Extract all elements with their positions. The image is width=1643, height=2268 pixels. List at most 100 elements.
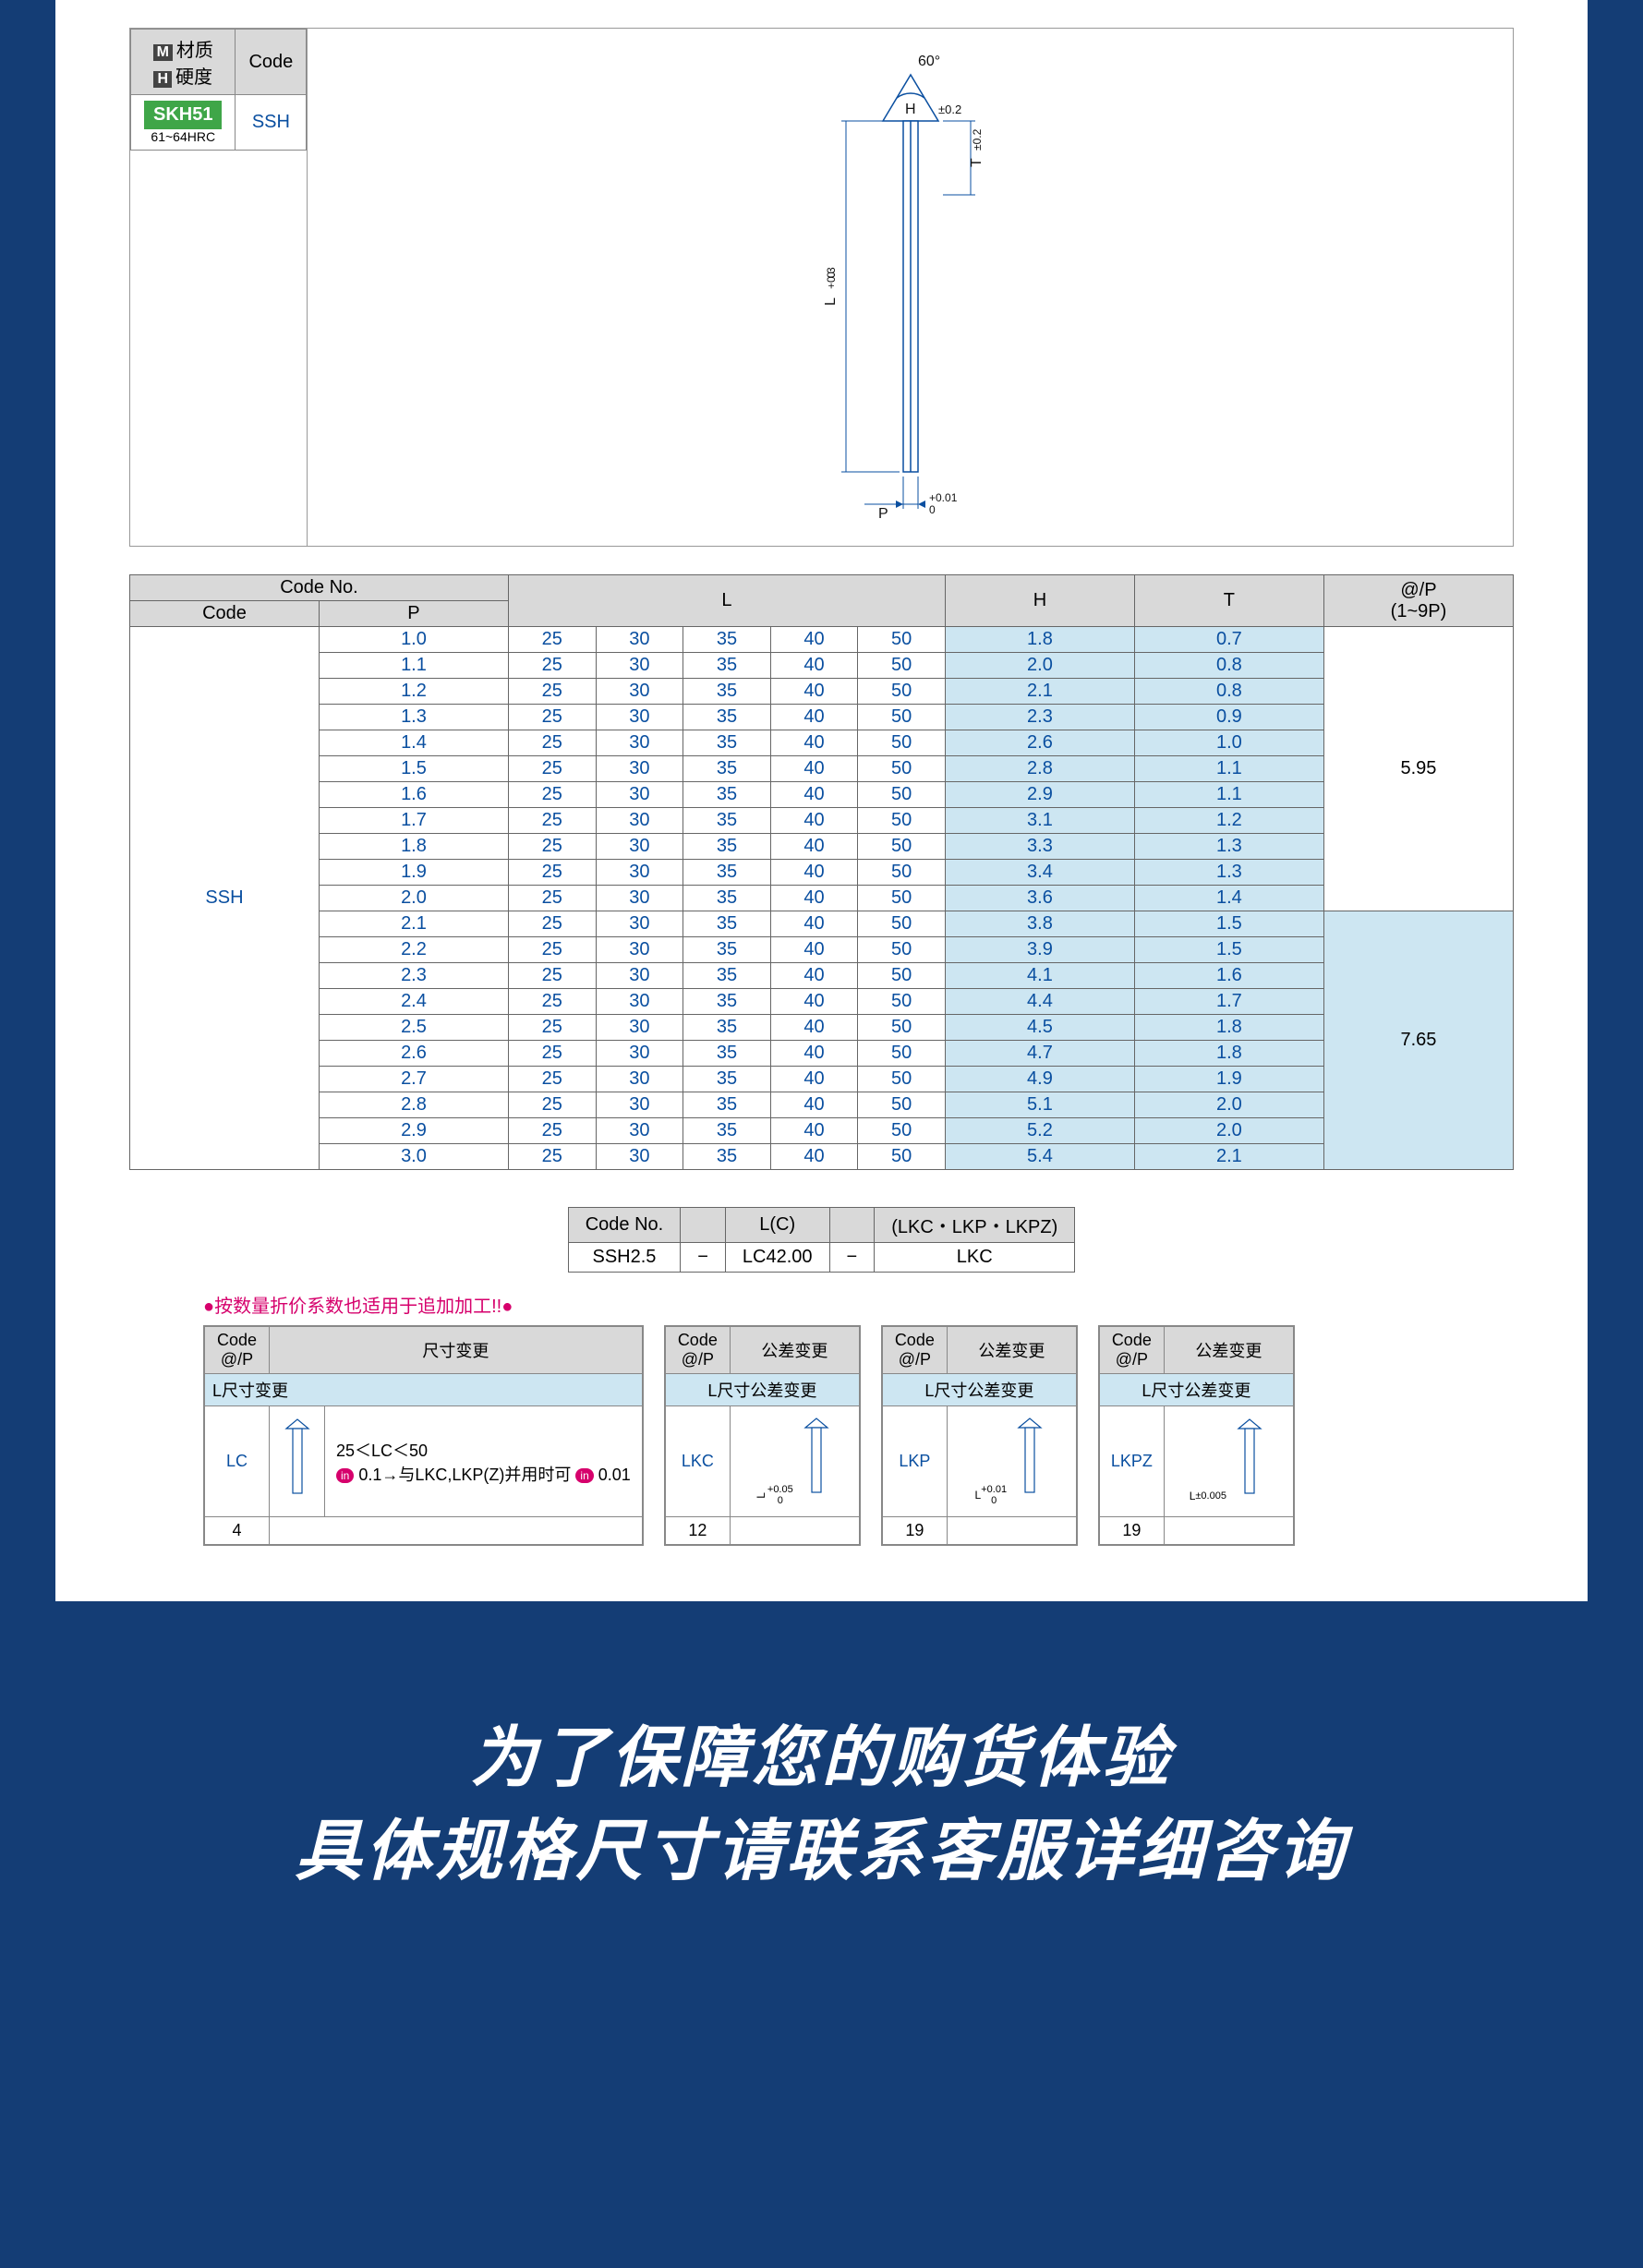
p-cell: 1.5: [319, 756, 508, 782]
l-cell: 50: [858, 989, 946, 1015]
l-cell: 30: [596, 911, 683, 937]
l-cell: 50: [858, 1144, 946, 1170]
l-cell: 40: [770, 911, 858, 937]
h-cell: 5.4: [945, 1144, 1134, 1170]
h-cell: 3.3: [945, 834, 1134, 860]
lc-sub: L尺寸变更: [205, 1374, 643, 1406]
l-tol-l: 0: [825, 271, 838, 278]
l-cell: 35: [683, 886, 771, 911]
l-cell: 35: [683, 937, 771, 963]
h-cell: 3.4: [945, 860, 1134, 886]
t-cell: 1.5: [1134, 911, 1323, 937]
h-cell: 3.8: [945, 911, 1134, 937]
l-cell: 50: [858, 911, 946, 937]
l-cell: 30: [596, 886, 683, 911]
p-cell: 2.5: [319, 1015, 508, 1041]
oe-h-lc: L(C): [725, 1208, 829, 1243]
t-cell: 2.0: [1134, 1092, 1323, 1118]
p-cell: 2.0: [319, 886, 508, 911]
l-cell: 30: [596, 730, 683, 756]
lc-h2: 尺寸变更: [270, 1327, 643, 1374]
l-cell: 50: [858, 679, 946, 705]
l-cell: 50: [858, 705, 946, 730]
l-cell: 30: [596, 1144, 683, 1170]
p-cell: 1.8: [319, 834, 508, 860]
lkpz-h1: Code @/P: [1099, 1327, 1164, 1374]
h-cell: 3.1: [945, 808, 1134, 834]
l-cell: 50: [858, 860, 946, 886]
l-cell: 35: [683, 653, 771, 679]
l-cell: 30: [596, 1015, 683, 1041]
l-cell: 35: [683, 756, 771, 782]
page: M材质 H硬度 Code SKH51 61~64HRC SSH: [55, 0, 1588, 1601]
spec-code: SSH: [130, 627, 320, 1170]
oe-dash2: −: [829, 1243, 875, 1273]
opt-lc: Code @/P 尺寸变更 L尺寸变更 LC 25＜LC＜50 in 0.1→与: [203, 1325, 644, 1546]
l-cell: 25: [508, 834, 596, 860]
l-cell: 25: [508, 860, 596, 886]
l-cell: 35: [683, 989, 771, 1015]
th-h: H: [945, 575, 1134, 627]
mat-header-cell: M材质 H硬度: [131, 30, 236, 95]
t-cell: 0.7: [1134, 627, 1323, 653]
t-cell: 1.4: [1134, 886, 1323, 911]
t-cell: 1.9: [1134, 1067, 1323, 1092]
t-cell: 2.0: [1134, 1118, 1323, 1144]
l-cell: 30: [596, 679, 683, 705]
l-cell: 40: [770, 1118, 858, 1144]
l-cell: 50: [858, 1067, 946, 1092]
l-cell: 40: [770, 1015, 858, 1041]
order-example: Code No. L(C) (LKC・LKP・LKPZ) SSH2.5 − LC…: [568, 1207, 1076, 1273]
p-cell: 1.0: [319, 627, 508, 653]
l-cell: 40: [770, 808, 858, 834]
l-cell: 40: [770, 937, 858, 963]
lkc-code: LKC: [673, 1452, 722, 1471]
oe-dash1: −: [681, 1243, 726, 1273]
lkpz-price: 19: [1099, 1517, 1164, 1545]
l-cell: 30: [596, 627, 683, 653]
lkc-price: 12: [665, 1517, 730, 1545]
p-cell: 1.3: [319, 705, 508, 730]
grade-cell: SKH51 61~64HRC: [131, 95, 236, 151]
l-cell: 30: [596, 782, 683, 808]
th-t: T: [1134, 575, 1323, 627]
l-cell: 40: [770, 1067, 858, 1092]
screw-icon: [279, 1418, 316, 1501]
l-cell: 40: [770, 1092, 858, 1118]
code-header: Code: [236, 30, 307, 95]
t-cell: 1.1: [1134, 756, 1323, 782]
l-cell: 30: [596, 1118, 683, 1144]
l-cell: 35: [683, 730, 771, 756]
h-label: H: [905, 102, 916, 117]
angle-label: 60°: [918, 54, 940, 69]
lkc-h1: Code @/P: [665, 1327, 730, 1374]
h-cell: 3.9: [945, 937, 1134, 963]
l-cell: 40: [770, 730, 858, 756]
skh-badge: SKH51: [144, 101, 222, 129]
l-cell: 35: [683, 1041, 771, 1067]
lc-code: LC: [212, 1452, 261, 1471]
p-cell: 2.8: [319, 1092, 508, 1118]
t-cell: 1.2: [1134, 808, 1323, 834]
l-cell: 35: [683, 1144, 771, 1170]
l-cell: 40: [770, 963, 858, 989]
l-cell: 25: [508, 1092, 596, 1118]
lkpz-sub: L尺寸公差变更: [1099, 1374, 1293, 1406]
lkpz-tol: ±0.005: [1195, 1490, 1226, 1502]
h-cell: 4.4: [945, 989, 1134, 1015]
p-cell: 1.6: [319, 782, 508, 808]
t-cell: 1.1: [1134, 782, 1323, 808]
lkc-tol: +0.05 0: [767, 1484, 793, 1506]
th-l: L: [508, 575, 945, 627]
m-label: 材质: [176, 41, 213, 61]
l-cell: 30: [596, 808, 683, 834]
lkp-h2: 公差变更: [947, 1327, 1076, 1374]
l-cell: 50: [858, 1041, 946, 1067]
oe-code: SSH2.5: [568, 1243, 681, 1273]
t-cell: 1.6: [1134, 963, 1323, 989]
h-cell: 1.8: [945, 627, 1134, 653]
l-cell: 35: [683, 1015, 771, 1041]
lkc-h2: 公差变更: [730, 1327, 859, 1374]
l-cell: 40: [770, 756, 858, 782]
ssh-code: SSH: [236, 95, 307, 151]
